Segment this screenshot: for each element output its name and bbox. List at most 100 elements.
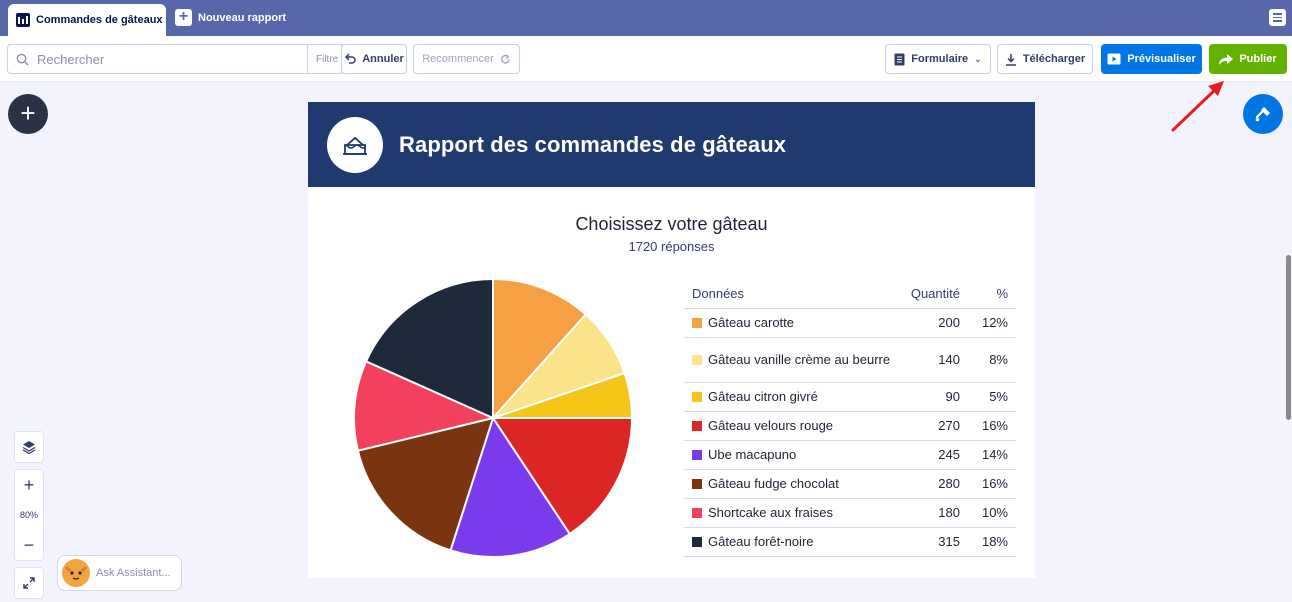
new-report-tab[interactable]: + Nouveau rapport (175, 9, 286, 26)
layers-box (14, 431, 44, 463)
pie-slice[interactable] (354, 359, 497, 452)
preview-label: Prévisualiser (1127, 53, 1196, 65)
tab-commandes[interactable]: Commandes de gâteaux ⋮ (8, 4, 183, 36)
table-row: Shortcake aux fraises 180 10% (684, 498, 1016, 528)
report-icon (16, 13, 30, 27)
table-row: Gâteau vanille crème au beurre 140 8% (684, 337, 1016, 383)
ask-assistant-button[interactable]: Ask Assistant... (57, 555, 182, 591)
color-swatch (692, 450, 702, 460)
pie-chart[interactable] (354, 278, 634, 559)
table-row: Gâteau fudge chocolat 280 16% (684, 469, 1016, 499)
row-quantity: 270 (902, 411, 968, 441)
row-label-cell: Gâteau carotte (684, 308, 903, 338)
row-percent: 10% (968, 498, 1016, 528)
undo-label: Annuler (362, 53, 404, 65)
chart-subtitle: 1720 réponses (628, 239, 715, 254)
filter-button[interactable]: Filtre (308, 44, 342, 74)
row-label-cell: Gâteau vanille crème au beurre (684, 337, 903, 383)
row-label: Ube macapuno (708, 447, 797, 462)
form-dropdown[interactable]: Formulaire ⌄ (885, 44, 991, 74)
pie-slice[interactable] (356, 416, 495, 552)
publish-label: Publier (1239, 53, 1277, 65)
row-quantity: 280 (902, 469, 968, 499)
chart-title: Choisissez votre gâteau (575, 214, 768, 234)
document-icon (894, 53, 905, 65)
row-label-cell: Shortcake aux fraises (684, 498, 903, 528)
fullscreen-box (14, 567, 44, 599)
report-title: Rapport des commandes de gâteaux (399, 131, 787, 157)
row-label: Gâteau forêt-noire (708, 534, 814, 549)
color-swatch (692, 421, 702, 431)
row-quantity: 245 (902, 440, 968, 470)
row-label: Gâteau fudge chocolat (708, 476, 839, 491)
row-label-cell: Gâteau fudge chocolat (684, 469, 903, 499)
pie-slice[interactable] (491, 417, 634, 536)
undo-icon (345, 53, 356, 64)
data-table: Données Quantité % Gâteau carotte 200 12% G… (684, 279, 1016, 557)
zoom-level: 80% (19, 510, 38, 520)
assistant-label: Ask Assistant... (96, 567, 171, 579)
row-quantity: 180 (902, 498, 968, 528)
color-swatch (692, 479, 702, 489)
new-report-label: Nouveau rapport (198, 11, 287, 24)
column-header-percent: % (968, 279, 1016, 309)
row-label: Gâteau carotte (708, 315, 794, 330)
preview-button[interactable]: Prévisualiser (1101, 44, 1202, 74)
filter-label: Filtre (316, 53, 339, 65)
row-percent: 8% (968, 337, 1016, 383)
zoom-in-button[interactable]: + (23, 474, 35, 495)
row-quantity: 140 (902, 337, 968, 383)
row-percent: 14% (968, 440, 1016, 470)
form-label: Formulaire (911, 53, 969, 65)
row-label-cell: Gâteau forêt-noire (684, 527, 903, 557)
pie-slice[interactable] (492, 278, 588, 421)
color-swatch (692, 318, 702, 328)
row-percent: 12% (968, 308, 1016, 338)
add-element-button[interactable]: + (8, 94, 48, 134)
undo-button[interactable]: Annuler (341, 44, 407, 74)
row-percent: 5% (968, 382, 1016, 412)
zoom-out-button[interactable]: − (23, 534, 35, 555)
paint-roller-icon (1255, 107, 1270, 122)
table-row: Gâteau velours rouge 270 16% (684, 411, 1016, 441)
pie-slice[interactable] (364, 278, 494, 420)
row-label-cell: Ube macapuno (684, 440, 903, 470)
report-page: Rapport des commandes de gâteaux Choisis… (308, 102, 1035, 578)
expand-icon[interactable] (14, 568, 44, 598)
download-button[interactable]: Télécharger (997, 44, 1093, 74)
design-button[interactable] (1243, 94, 1283, 134)
row-label-cell: Gâteau velours rouge (684, 411, 903, 441)
color-swatch (692, 537, 702, 547)
report-header: Rapport des commandes de gâteaux (308, 102, 1035, 187)
scrollbar-thumb[interactable] (1286, 255, 1291, 420)
row-quantity: 90 (902, 382, 968, 412)
color-swatch (692, 392, 702, 402)
tab-bar: Commandes de gâteaux ⋮ + Nouveau rapport (0, 0, 1292, 36)
row-label: Gâteau velours rouge (708, 418, 834, 433)
row-label: Gâteau citron givré (708, 389, 818, 404)
row-percent: 16% (968, 411, 1016, 441)
row-quantity: 200 (902, 308, 968, 338)
row-quantity: 315 (902, 527, 968, 557)
download-label: Télécharger (1022, 53, 1086, 65)
download-icon (1005, 53, 1016, 66)
row-label: Gâteau vanille crème au beurre (708, 352, 891, 367)
pie-slice[interactable] (449, 415, 572, 558)
redo-button[interactable]: Recommencer (413, 44, 520, 74)
assistant-avatar-icon (62, 559, 90, 587)
publish-button[interactable]: Publier (1209, 44, 1287, 74)
layers-icon[interactable] (14, 432, 44, 462)
color-swatch (692, 355, 702, 365)
column-header-quantity: Quantité (902, 279, 968, 309)
column-header-data: Données (684, 279, 903, 309)
row-percent: 16% (968, 469, 1016, 499)
row-label: Shortcake aux fraises (708, 505, 834, 520)
annotation-arrow (1171, 81, 1224, 132)
table-row: Gâteau forêt-noire 315 18% (684, 527, 1016, 557)
row-label-cell: Gâteau citron givré (684, 382, 903, 412)
toolbar: Filtre Annuler Recommencer Formulaire ⌄ … (0, 36, 1292, 82)
chevron-down-icon: ⌄ (974, 53, 982, 64)
search-input[interactable] (37, 51, 277, 67)
search-icon (16, 53, 29, 66)
hamburger-menu-icon[interactable] (1269, 9, 1286, 26)
